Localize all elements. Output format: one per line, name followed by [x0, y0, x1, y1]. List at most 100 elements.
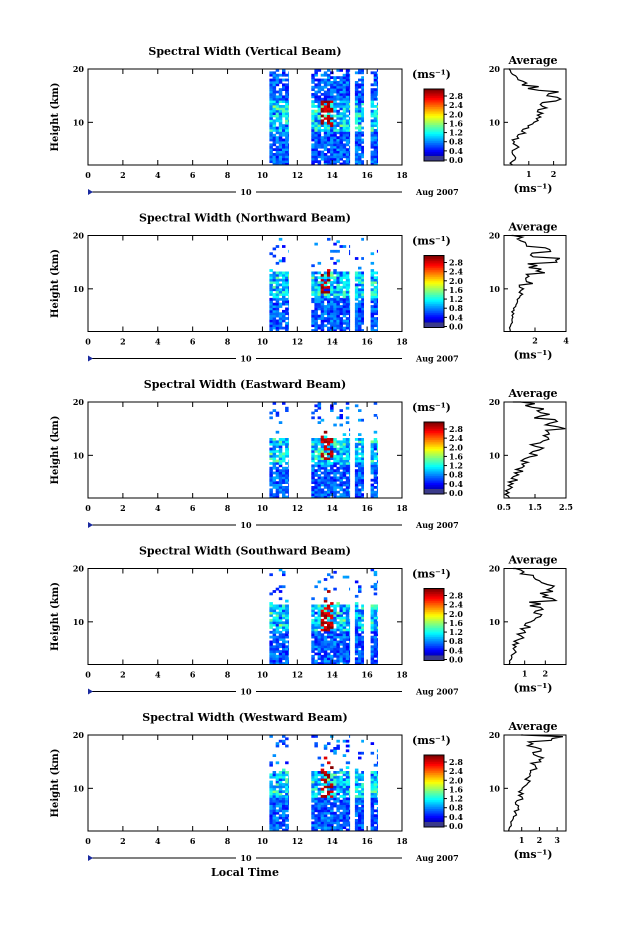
- heatmap-cell: [282, 604, 286, 608]
- colorbar-swatch: [424, 273, 444, 276]
- heatmap-cell: [361, 606, 364, 610]
- heatmap-cell: [376, 628, 378, 632]
- heatmap-cell: [320, 606, 325, 610]
- heatmap-cell: [339, 121, 343, 125]
- heatmap-cell: [278, 312, 283, 316]
- heatmap-cell: [314, 109, 318, 113]
- heatmap-cell: [370, 112, 375, 115]
- heatmap-cell: [285, 814, 289, 817]
- heatmap-cell: [373, 645, 378, 649]
- heatmap-cell: [358, 121, 362, 125]
- heatmap-cell: [358, 85, 362, 89]
- heatmap-cell: [275, 493, 280, 496]
- heatmap-cell: [272, 273, 277, 277]
- heatmap-cell: [333, 614, 337, 617]
- heatmap-cell: [336, 633, 340, 637]
- heatmap-cell: [317, 95, 322, 99]
- heatmap-cell: [349, 828, 351, 832]
- x-tick-label: 4: [155, 836, 161, 846]
- heatmap-cell: [336, 621, 340, 625]
- heatmap-cell: [272, 452, 277, 456]
- heatmap-cell: [333, 628, 337, 632]
- heatmap-cell: [376, 652, 378, 656]
- heatmap-cell: [327, 450, 331, 453]
- heatmap-cell: [275, 141, 280, 144]
- heatmap-cell: [361, 314, 364, 318]
- heatmap-cell: [275, 635, 280, 639]
- heatmap-cell: [342, 604, 347, 608]
- heatmap-cell: [349, 150, 351, 154]
- heatmap-cell: [327, 490, 331, 494]
- colorbar-label: 2.4: [449, 433, 463, 443]
- heatmap-cell: [314, 630, 318, 634]
- heatmap-cell: [345, 450, 350, 453]
- heatmap-cell: [278, 131, 283, 135]
- heatmap-cell: [342, 780, 347, 784]
- heatmap-cell: [330, 126, 334, 130]
- heatmap-cell: [320, 640, 325, 644]
- heatmap-cell: [269, 88, 273, 91]
- heatmap-cell: [361, 237, 364, 241]
- heatmap-cell: [288, 785, 289, 789]
- heatmap-cell: [336, 626, 340, 629]
- heatmap-cell: [285, 119, 289, 123]
- colorbar-swatch: [424, 271, 444, 274]
- heatmap-cell: [311, 160, 315, 163]
- heatmap-cell: [354, 787, 359, 791]
- heatmap-cell: [358, 157, 362, 161]
- heatmap-cell: [358, 790, 362, 793]
- colorbar-swatch: [424, 778, 444, 781]
- heatmap-cell: [285, 88, 289, 91]
- heatmap-cell: [354, 814, 359, 817]
- heatmap-cell: [272, 254, 277, 258]
- heatmap-cell: [376, 783, 378, 786]
- heatmap-cell: [373, 771, 378, 774]
- heatmap-cell: [272, 78, 277, 82]
- heatmap-cell: [349, 785, 351, 789]
- heatmap-cell: [345, 119, 350, 123]
- heatmap-cell: [339, 780, 343, 784]
- heatmap-cell: [311, 454, 315, 458]
- x-tick-label: 16: [362, 337, 374, 347]
- heatmap-cell: [333, 792, 337, 796]
- heatmap-cell: [288, 324, 289, 328]
- heatmap-cell: [333, 324, 337, 328]
- heatmap-cell: [361, 295, 364, 299]
- heatmap-cell: [349, 141, 351, 144]
- heatmap-cell: [288, 114, 289, 118]
- heatmap-cell: [342, 739, 347, 743]
- heatmap-cell: [272, 302, 277, 306]
- heatmap-cell: [339, 105, 343, 108]
- colorbar-frame: [423, 588, 445, 661]
- heatmap-cell: [342, 295, 347, 299]
- heatmap-cell: [349, 438, 351, 441]
- heatmap-cell: [361, 418, 364, 422]
- heatmap-cell: [269, 136, 273, 139]
- heatmap-cell: [269, 471, 273, 475]
- colorbar-swatch: [424, 640, 444, 643]
- heatmap-cell: [317, 276, 322, 280]
- heatmap-cell: [285, 659, 289, 663]
- colorbar-swatch: [424, 780, 444, 783]
- heatmap-cell: [354, 486, 359, 489]
- heatmap-cell: [269, 442, 273, 446]
- heatmap-cell: [339, 273, 343, 277]
- heatmap-cell: [342, 93, 347, 96]
- heatmap-cell: [288, 326, 289, 330]
- heatmap-cell: [354, 442, 359, 446]
- colorbar-swatch: [424, 628, 444, 631]
- heatmap-cell: [330, 445, 334, 448]
- heatmap-cell: [339, 630, 343, 634]
- heatmap-cell: [323, 71, 328, 75]
- heatmap-cell: [323, 102, 328, 106]
- heatmap-cell: [373, 319, 378, 323]
- heatmap-cell: [320, 657, 325, 661]
- heatmap-cell: [370, 88, 375, 91]
- heatmap-cell: [282, 606, 286, 610]
- heatmap-cell: [354, 83, 359, 87]
- heatmap-cell: [327, 802, 331, 805]
- heatmap-cell: [323, 481, 328, 484]
- heatmap-cell: [311, 119, 315, 123]
- heatmap-cell: [358, 795, 362, 798]
- heatmap-cell: [275, 83, 280, 87]
